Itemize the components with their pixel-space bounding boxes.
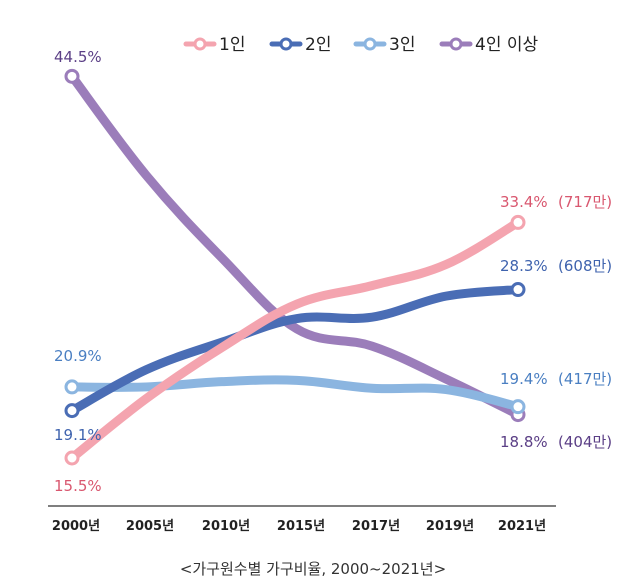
legend-marker-1인 (193, 37, 207, 51)
start-point-3인 (64, 379, 80, 395)
start-point-1인 (64, 450, 80, 466)
legend-marker-3인 (363, 37, 377, 51)
end-value-label-3인: 19.4% (500, 370, 548, 388)
legend-marker-4인-이상 (449, 37, 463, 51)
end-count-label-2인: (608만) (558, 257, 612, 275)
series-lines (67, 71, 523, 463)
x-tick-label: 2005년 (126, 519, 174, 534)
legend-label-4인-이상: 4인 이상 (475, 35, 538, 55)
legend: 1인 2인 3인 4인 이상 (183, 35, 538, 55)
start-value-label-1인: 15.5% (54, 477, 102, 495)
legend-label-2인: 2인 (305, 35, 331, 55)
legend-label-1인: 1인 (219, 35, 245, 55)
x-tick-label: 2019년 (426, 519, 474, 534)
start-value-label-4인-이상: 44.5% (54, 48, 102, 66)
x-tick-label: 2000년 (52, 519, 100, 534)
end-point-1인 (510, 214, 526, 230)
x-axis-ticks: 2000년 2005년 2010년 2015년 2017년 2019년 2021년 (52, 519, 546, 534)
end-count-label-3인: (417만) (558, 370, 612, 388)
start-point-4인-이상 (64, 68, 80, 84)
end-value-label-1인: 33.4% (500, 193, 548, 211)
chart-caption: <가구원수별 가구비율, 2000~2021년> (179, 560, 447, 578)
x-tick-label: 2021년 (498, 519, 546, 534)
series-line-4인-이상 (67, 71, 523, 420)
end-count-label-4인-이상: (404만) (558, 433, 612, 451)
start-value-label-2인: 19.1% (54, 426, 102, 444)
series-line-1인 (67, 217, 523, 463)
end-point-2인 (510, 282, 526, 298)
start-value-label-3인: 20.9% (54, 347, 102, 365)
legend-label-3인: 3인 (389, 35, 415, 55)
x-tick-label: 2015년 (277, 519, 325, 534)
x-tick-label: 2010년 (202, 519, 250, 534)
end-point-3인 (510, 399, 526, 415)
series-line-2인 (67, 285, 523, 416)
value-labels: 15.5% 33.4% (717만) 19.1% 28.3% (608만) 20.9% 19.… (54, 48, 612, 495)
end-count-label-1인: (717만) (558, 193, 612, 211)
end-value-label-4인-이상: 18.8% (500, 433, 548, 451)
start-point-2인 (64, 403, 80, 419)
x-tick-label: 2017년 (352, 519, 400, 534)
series-markers (64, 68, 526, 466)
series-line-3인 (67, 375, 523, 412)
legend-marker-2인 (279, 37, 293, 51)
end-value-label-2인: 28.3% (500, 257, 548, 275)
